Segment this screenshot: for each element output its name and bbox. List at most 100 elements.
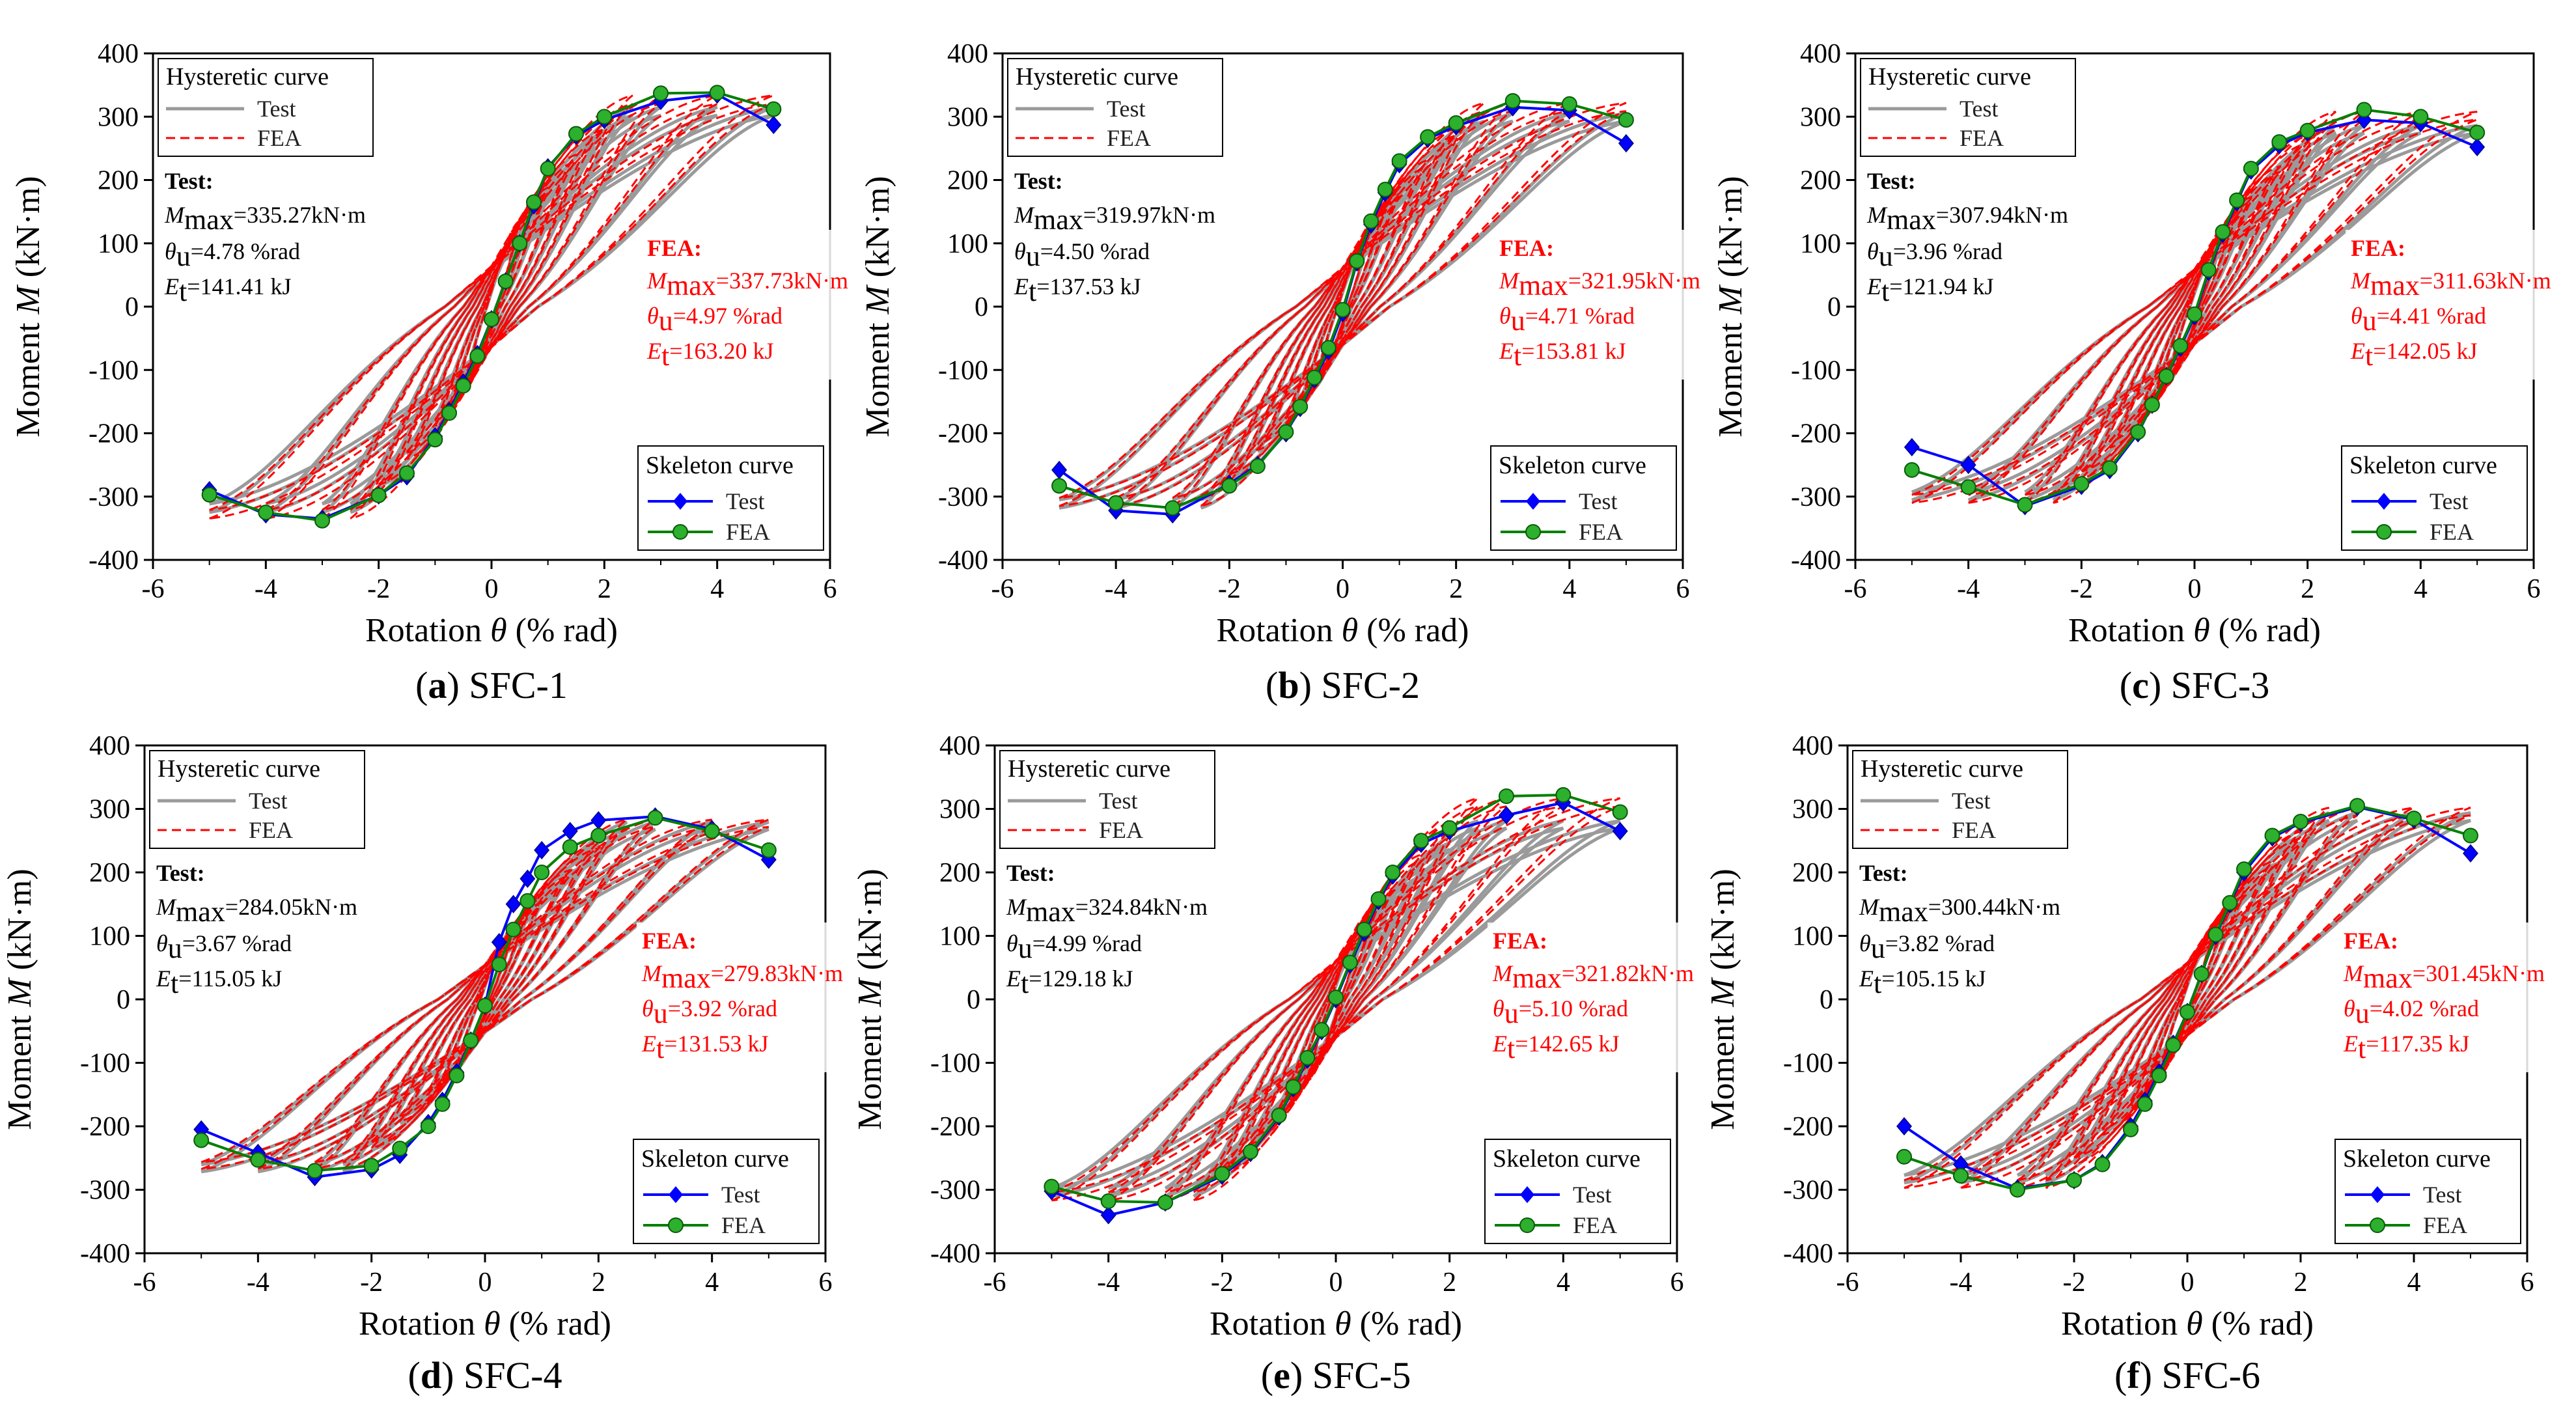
test-skeleton-point bbox=[1904, 437, 1920, 457]
fea-skeleton-point bbox=[1165, 500, 1181, 516]
test-theta-value: =3.96 %rad bbox=[1893, 238, 2002, 264]
caption-paren-open: ( bbox=[1261, 1354, 1273, 1396]
x-tick-label: 0 bbox=[2188, 574, 2202, 604]
y-axis-title-suffix: (kN·m) bbox=[10, 176, 47, 286]
y-tick-label: -100 bbox=[80, 1049, 130, 1079]
fea-et-symbol: E bbox=[1492, 1031, 1507, 1057]
fea-skeleton-point bbox=[2094, 1156, 2111, 1173]
caption-specimen: SFC-1 bbox=[469, 664, 568, 706]
test-annotation: Test:Mmax=319.97kN·mθu=4.50 %radEt=137.5… bbox=[1009, 163, 1237, 326]
x-axis-title: Rotation θ (% rad) bbox=[1210, 1305, 1462, 1342]
x-axis-title-suffix: (% rad) bbox=[1351, 1305, 1462, 1342]
fea-skeleton-point bbox=[314, 512, 330, 529]
fea-skeleton-point bbox=[2144, 396, 2160, 413]
y-tick-label: 100 bbox=[98, 229, 139, 259]
skeleton-legend-test-marker bbox=[673, 493, 687, 510]
fea-skeleton-point bbox=[2236, 861, 2252, 878]
test-theta-symbol: θ bbox=[1006, 930, 1018, 956]
x-axis-title-symbol: θ bbox=[1335, 1305, 1351, 1342]
x-tick-label: 2 bbox=[2301, 574, 2314, 604]
y-tick-label: -200 bbox=[1783, 1112, 1833, 1142]
test-skeleton-point bbox=[505, 895, 521, 913]
panel-caption: (b) SFC-2 bbox=[1266, 664, 1420, 706]
test-theta: θu=4.78 %rad bbox=[165, 238, 300, 272]
test-theta-value: =3.82 %rad bbox=[1885, 930, 1995, 956]
skeleton-legend-fea-marker bbox=[1519, 1217, 1535, 1233]
fea-hysteretic-loop bbox=[265, 94, 718, 520]
skeleton-legend-test-label: Test bbox=[1579, 488, 1617, 514]
x-tick-label: 0 bbox=[1336, 574, 1350, 604]
fea-skeleton-point bbox=[1108, 495, 1124, 511]
fea-skeleton-point bbox=[568, 126, 584, 142]
fea-theta-value: =5.10 %rad bbox=[1519, 995, 1628, 1021]
test-annotation-heading: Test: bbox=[156, 860, 205, 886]
fea-skeleton-point bbox=[2130, 424, 2146, 440]
fea-skeleton-point bbox=[1349, 253, 1365, 269]
test-skeleton-point bbox=[1896, 1117, 1912, 1136]
x-tick-label: 6 bbox=[819, 1268, 833, 1298]
fea-annotation-bg bbox=[1488, 923, 1689, 1072]
hysteretic-legend: Hysteretic curve Test FEA bbox=[1852, 750, 2068, 849]
caption-paren-open: ( bbox=[415, 664, 428, 706]
fea-skeleton-point bbox=[1278, 424, 1294, 440]
x-tick-label: 0 bbox=[1329, 1268, 1343, 1298]
fea-theta: θu=4.41 %rad bbox=[2351, 303, 2486, 337]
test-theta: θu=4.99 %rad bbox=[1006, 930, 1142, 964]
fea-skeleton-point bbox=[250, 1152, 266, 1168]
skeleton-legend-fea-label: FEA bbox=[1579, 519, 1623, 545]
skeleton-legend-test-marker bbox=[2377, 493, 2391, 510]
fea-theta-sub: u bbox=[2355, 997, 2370, 1029]
fea-annotation: FEA:Mmax=321.95kN·mθu=4.71 %radEt=153.81… bbox=[1494, 230, 1700, 380]
y-tick-label: 200 bbox=[98, 166, 139, 196]
caption-paren-close: ) bbox=[2140, 1354, 2162, 1396]
fea-annotation: FEA:Mmax=311.63kN·mθu=4.41 %radEt=142.05… bbox=[2346, 230, 2551, 380]
fea-theta-sub: u bbox=[1504, 997, 1519, 1029]
fea-skeleton-point bbox=[562, 839, 578, 855]
fea-skeleton-point bbox=[258, 505, 274, 521]
fea-skeleton-point bbox=[370, 487, 387, 503]
fea-hysteretic-loop bbox=[1911, 111, 2478, 504]
fea-skeleton-point bbox=[491, 956, 507, 973]
fea-skeleton-point bbox=[1555, 787, 1572, 803]
fea-skeleton-point bbox=[484, 311, 499, 327]
test-hysteretic-loop bbox=[1904, 818, 2471, 1177]
fea-skeleton-point bbox=[1441, 820, 1458, 836]
skeleton-legend-fea-marker bbox=[672, 524, 688, 540]
fea-skeleton-point bbox=[434, 1096, 450, 1112]
test-mmax-symbol: M bbox=[1866, 202, 1888, 228]
panel-caption: (f) SFC-6 bbox=[2114, 1354, 2260, 1396]
test-annotation: Test:Mmax=307.94kN·mθu=3.96 %radEt=121.9… bbox=[1862, 163, 2090, 326]
test-et-value: =141.41 kJ bbox=[187, 273, 291, 299]
skeleton-legend-fea-marker bbox=[1525, 524, 1541, 540]
test-mmax-sub: max bbox=[1034, 204, 1083, 236]
y-tick-label: 0 bbox=[125, 292, 139, 322]
fea-et-sub: t bbox=[1514, 340, 1521, 372]
fea-theta: θu=4.02 %rad bbox=[2344, 995, 2479, 1029]
fea-hysteretic-loop bbox=[1200, 102, 1486, 507]
x-tick-label: 6 bbox=[824, 574, 837, 604]
fea-annotation-heading: FEA: bbox=[647, 235, 702, 261]
skeleton-legend-fea-marker bbox=[668, 1217, 684, 1233]
fea-skeleton-point bbox=[2406, 811, 2422, 827]
x-axis-title-prefix: Rotation bbox=[2061, 1305, 2186, 1342]
fea-mmax-sub: max bbox=[1512, 962, 1562, 994]
fea-et-sub: t bbox=[656, 1033, 664, 1064]
y-tick-label: -200 bbox=[89, 419, 139, 449]
hysteretic-legend-title: Hysteretic curve bbox=[158, 755, 320, 783]
fea-mmax: Mmax=337.73kN·m bbox=[646, 268, 848, 301]
fea-skeleton-point bbox=[441, 405, 457, 421]
test-theta: θu=3.82 %rad bbox=[1859, 930, 1995, 964]
x-axis-title-symbol: θ bbox=[2193, 612, 2210, 649]
test-theta-symbol: θ bbox=[1859, 930, 1871, 956]
x-tick-label: -2 bbox=[2063, 1268, 2086, 1298]
y-tick-label: -300 bbox=[80, 1176, 130, 1206]
y-axis-title-prefix: Moment bbox=[1704, 1007, 1741, 1130]
test-et: Et=137.53 kJ bbox=[1014, 273, 1141, 307]
fea-theta-value: =4.97 %rad bbox=[673, 303, 782, 329]
fea-skeleton-point bbox=[2222, 895, 2238, 911]
y-tick-label: 200 bbox=[1792, 858, 1833, 888]
x-tick-label: 6 bbox=[2521, 1268, 2534, 1298]
fea-mmax-sub: max bbox=[2363, 962, 2413, 994]
test-theta-value: =3.67 %rad bbox=[182, 930, 292, 956]
x-tick-label: 6 bbox=[1670, 1268, 1684, 1298]
